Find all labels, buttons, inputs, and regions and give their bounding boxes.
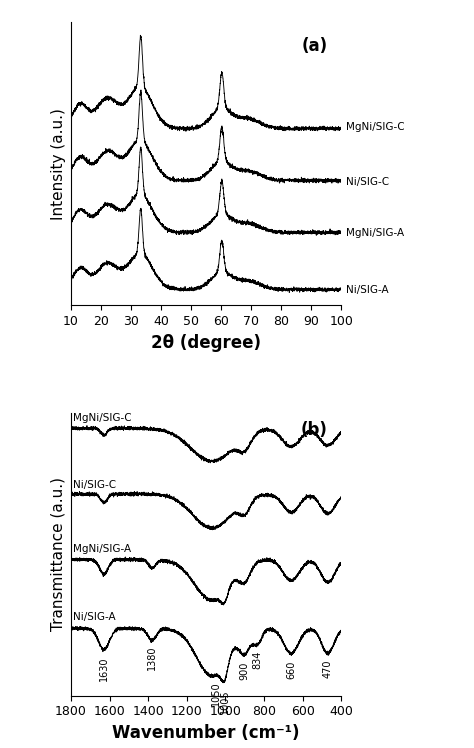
- Text: MgNi/SIG-C: MgNi/SIG-C: [73, 413, 132, 423]
- Text: MgNi/SIG-C: MgNi/SIG-C: [346, 122, 404, 132]
- Text: 1050: 1050: [211, 681, 221, 706]
- Text: 900: 900: [240, 662, 250, 681]
- X-axis label: Wavenumber (cm⁻¹): Wavenumber (cm⁻¹): [112, 724, 300, 742]
- Text: Ni/SIG-A: Ni/SIG-A: [73, 612, 116, 622]
- Text: Ni/SIG-C: Ni/SIG-C: [346, 177, 389, 187]
- Text: 660: 660: [286, 660, 296, 679]
- Text: 834: 834: [253, 650, 263, 669]
- Text: 1630: 1630: [99, 657, 109, 681]
- Text: (b): (b): [301, 421, 328, 439]
- Y-axis label: Intensity (a.u.): Intensity (a.u.): [51, 108, 65, 220]
- Text: 470: 470: [323, 660, 333, 678]
- Text: MgNi/SIG-A: MgNi/SIG-A: [73, 545, 131, 554]
- Y-axis label: Transmittance (a.u.): Transmittance (a.u.): [51, 477, 65, 631]
- Text: (a): (a): [301, 37, 328, 55]
- X-axis label: 2θ (degree): 2θ (degree): [151, 334, 261, 352]
- Text: 1380: 1380: [147, 646, 157, 670]
- Text: Ni/SIG-C: Ni/SIG-C: [73, 480, 116, 491]
- Text: 1005: 1005: [219, 689, 229, 714]
- Text: Ni/SIG-A: Ni/SIG-A: [346, 286, 388, 295]
- Text: MgNi/SIG-A: MgNi/SIG-A: [346, 227, 404, 238]
